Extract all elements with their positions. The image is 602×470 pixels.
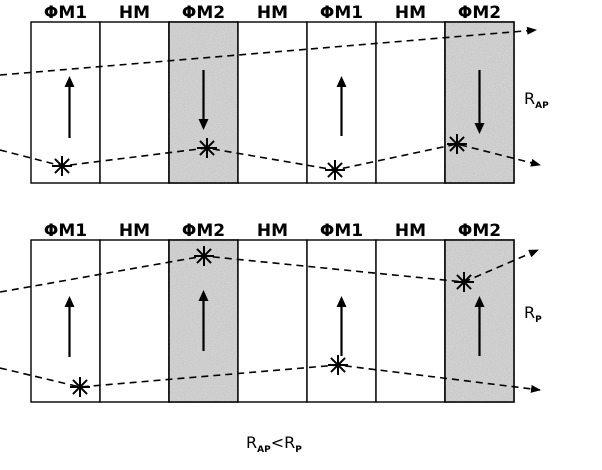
- star-burst-icon: [328, 355, 348, 375]
- panel-antiparallel: ΦM1 HM ΦM2 HM ΦM1 HM ΦM2 RAP: [0, 3, 549, 184]
- star-burst-icon: [447, 134, 467, 154]
- layer-label: ΦM1: [44, 3, 87, 23]
- layer-cell: [237, 21, 308, 184]
- star-burst-icon: [325, 160, 345, 180]
- layer-label: HM: [119, 221, 150, 241]
- electron-path-upper: [0, 26, 537, 76]
- scatter-events-top: [52, 134, 467, 180]
- layer-cell: [99, 239, 170, 403]
- layer-cell: [237, 239, 308, 403]
- layer-label: ΦM1: [320, 3, 363, 23]
- magnetization-up-arrow-icon: [64, 76, 75, 138]
- electron-path-lower: [0, 364, 541, 393]
- magnetization-down-arrow-icon: [198, 70, 209, 130]
- scatter-events-bottom: [70, 246, 474, 397]
- layer-label: HM: [257, 3, 288, 23]
- panel-parallel: ΦM1 HM ΦM2 HM ΦM1 HM ΦM2 RP: [0, 221, 542, 403]
- layer-label: ΦM2: [458, 3, 501, 23]
- layer-labels-bottom: ΦM1 HM ΦM2 HM ΦM1 HM ΦM2: [44, 221, 501, 241]
- star-burst-icon: [52, 156, 72, 176]
- layer-cell: [375, 21, 446, 184]
- layer-cell: [99, 21, 170, 184]
- resistance-label-bottom: RP: [524, 303, 542, 325]
- layer-label: ΦM2: [182, 3, 225, 23]
- layer-label: HM: [257, 221, 288, 241]
- layer-label: HM: [395, 3, 426, 23]
- layer-stack-top: [30, 21, 515, 184]
- layer-label: HM: [119, 3, 150, 23]
- magnetization-up-arrow-icon: [474, 296, 485, 356]
- magnetization-up-arrow-icon: [198, 290, 209, 351]
- layer-cell: [30, 21, 101, 184]
- star-burst-icon: [197, 138, 217, 158]
- magnetization-down-arrow-icon: [474, 70, 485, 134]
- magnetization-up-arrow-icon: [336, 76, 347, 136]
- star-burst-icon: [454, 272, 474, 292]
- layer-labels-top: ΦM1 HM ΦM2 HM ΦM1 HM ΦM2: [44, 3, 501, 23]
- magnetization-up-arrow-icon: [336, 296, 347, 356]
- star-burst-icon: [70, 377, 90, 397]
- layer-label: HM: [395, 221, 426, 241]
- resistance-comparison-caption: RAP<RP: [246, 433, 302, 455]
- layer-label: ΦM1: [44, 221, 87, 241]
- electron-path-upper: [0, 249, 539, 293]
- layer-label: ΦM1: [320, 221, 363, 241]
- magnetization-arrows-top: [64, 70, 485, 138]
- electron-path-lower: [0, 143, 541, 171]
- star-burst-icon: [194, 246, 214, 266]
- magnetization-up-arrow-icon: [64, 296, 75, 357]
- layer-label: ΦM2: [182, 221, 225, 241]
- layer-label: ΦM2: [458, 221, 501, 241]
- magnetization-arrows-bottom: [64, 290, 485, 357]
- resistance-label-top: RAP: [524, 89, 549, 111]
